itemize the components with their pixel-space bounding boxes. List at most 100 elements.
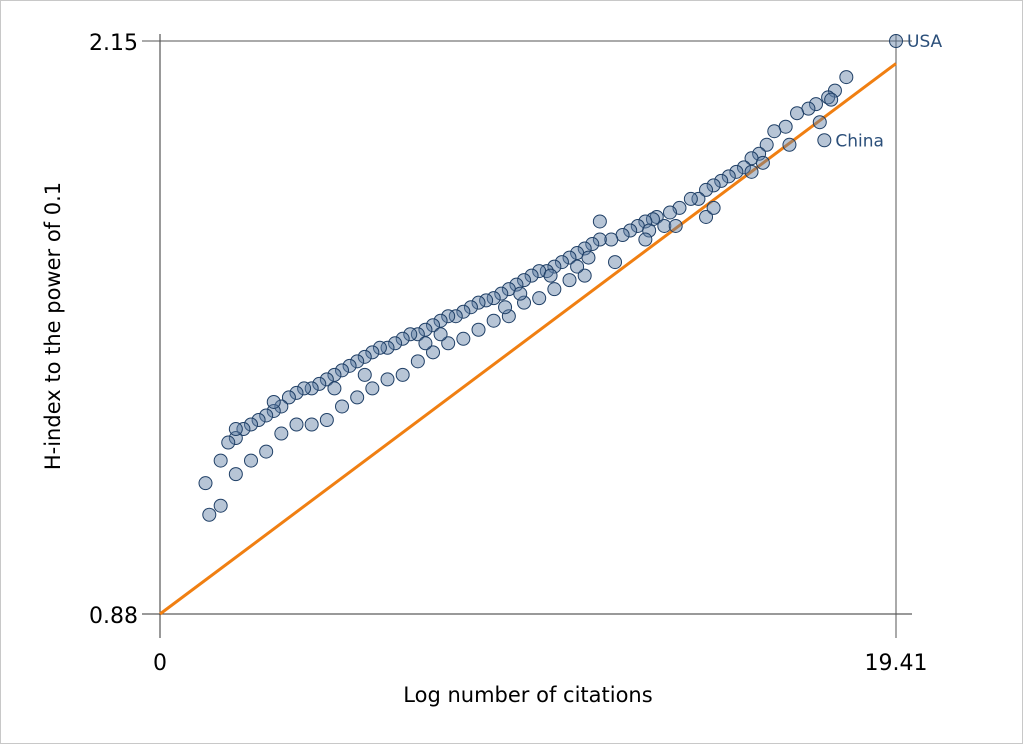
data-point — [736, 160, 751, 175]
data-point — [585, 237, 600, 252]
data-point — [663, 205, 678, 220]
data-point — [410, 327, 425, 342]
data-point — [706, 200, 721, 215]
data-point — [357, 367, 372, 382]
data-point — [244, 417, 259, 432]
fit-line — [159, 62, 897, 616]
data-point — [327, 367, 342, 382]
data-point — [426, 345, 441, 360]
data-point — [289, 385, 304, 400]
data-point — [350, 390, 365, 405]
data-point — [274, 399, 289, 414]
data-point — [244, 453, 259, 468]
data-point — [824, 92, 839, 107]
data-point — [517, 295, 532, 310]
data-point — [221, 435, 236, 450]
data-point — [767, 124, 782, 139]
data-point — [312, 376, 327, 391]
data-point — [202, 507, 217, 522]
data-point — [380, 372, 395, 387]
data-point — [456, 331, 471, 346]
data-point — [889, 34, 903, 48]
data-point — [198, 476, 213, 491]
data-point — [547, 259, 562, 274]
data-point — [638, 232, 653, 247]
data-point — [350, 354, 365, 369]
data-point — [524, 268, 539, 283]
data-point — [456, 304, 471, 319]
data-point — [357, 349, 372, 364]
data-point — [752, 146, 767, 161]
data-point — [228, 422, 243, 437]
data-point — [539, 264, 554, 279]
data-point — [592, 214, 607, 229]
data-point — [327, 381, 342, 396]
data-point — [266, 394, 281, 409]
data-point — [259, 408, 274, 423]
data-point — [259, 444, 274, 459]
data-point — [581, 250, 596, 265]
data-point — [297, 381, 312, 396]
y-axis-title: H-index to the power of 0.1 — [41, 182, 65, 470]
data-point — [304, 381, 319, 396]
data-point — [782, 137, 797, 152]
data-point — [714, 173, 729, 188]
data-point — [471, 295, 486, 310]
data-point — [691, 191, 706, 206]
data-point — [433, 313, 448, 328]
data-point — [289, 417, 304, 432]
annotation-usa: USA — [907, 32, 943, 52]
data-point — [501, 309, 516, 324]
data-point — [418, 322, 433, 337]
data-point — [562, 273, 577, 288]
data-point — [721, 169, 736, 184]
data-point — [608, 255, 623, 270]
data-point — [410, 354, 425, 369]
data-point — [448, 309, 463, 324]
y-tick-top: 2.15 — [89, 31, 138, 56]
data-point — [592, 232, 607, 247]
data-point — [319, 412, 334, 427]
axes — [142, 34, 912, 638]
data-point — [623, 223, 638, 238]
data-point — [729, 164, 744, 179]
data-point — [388, 336, 403, 351]
data-point — [335, 363, 350, 378]
data-point — [395, 331, 410, 346]
data-point — [486, 313, 501, 328]
data-point — [668, 218, 683, 233]
data-point — [755, 155, 770, 170]
annotation-china: China — [835, 131, 884, 151]
data-point — [570, 259, 585, 274]
data-point — [683, 191, 698, 206]
data-point — [744, 164, 759, 179]
data-point — [706, 178, 721, 193]
data-point — [699, 182, 714, 197]
data-point — [604, 232, 619, 247]
data-point — [304, 417, 319, 432]
data-point — [372, 340, 387, 355]
data-point — [759, 137, 774, 152]
data-point — [638, 214, 653, 229]
data-point — [790, 106, 805, 121]
data-point — [494, 286, 509, 301]
data-point — [426, 318, 441, 333]
data-point — [213, 453, 228, 468]
data-point — [699, 209, 714, 224]
data-point — [642, 223, 657, 238]
data-point — [817, 133, 832, 148]
data-point — [365, 381, 380, 396]
data-point — [274, 426, 289, 441]
data-point — [319, 372, 334, 387]
data-point — [486, 291, 501, 306]
data-point — [498, 300, 513, 315]
data-point — [433, 327, 448, 342]
data-point — [251, 412, 266, 427]
data-point — [577, 268, 592, 283]
data-point — [517, 273, 532, 288]
data-point — [403, 327, 418, 342]
data-point — [509, 277, 524, 292]
data-point — [236, 422, 251, 437]
